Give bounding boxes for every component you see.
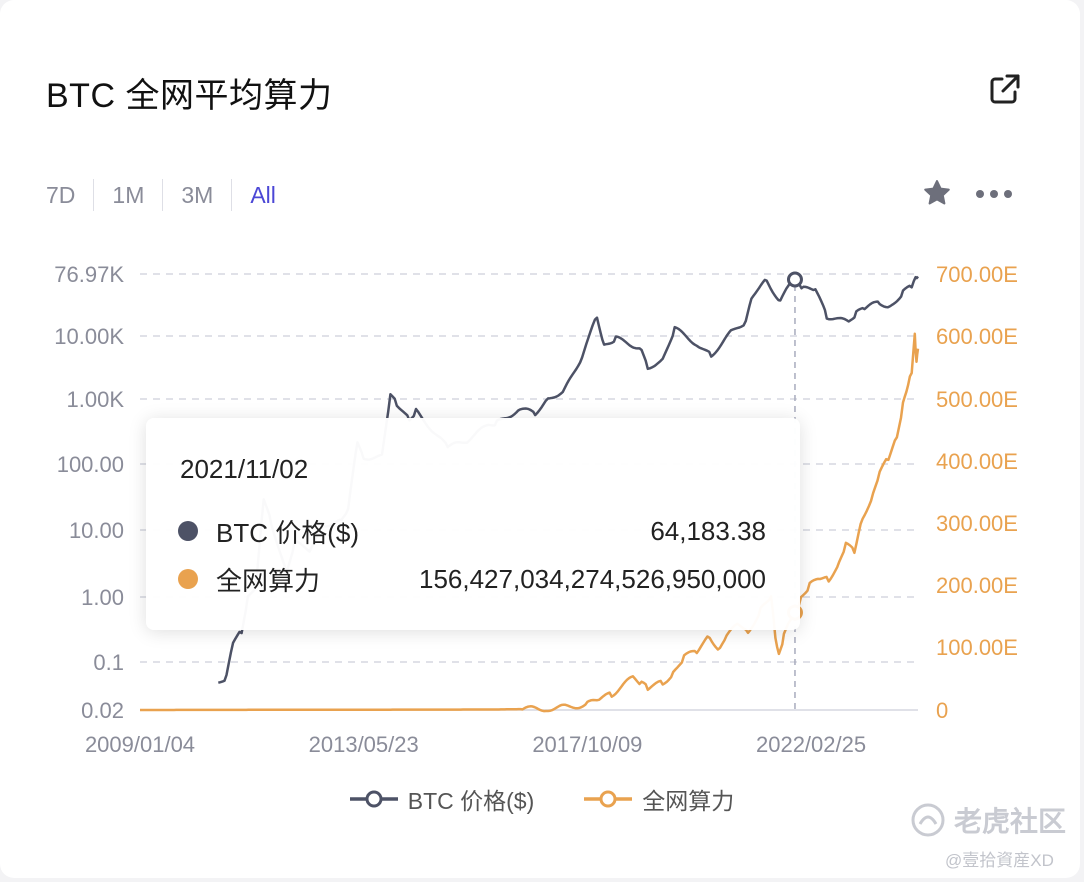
chart-legend: BTC 价格($) 全网算力 [0, 782, 1084, 816]
legend-label: BTC 价格($) [407, 788, 535, 814]
left-tick-label: 10.00K [54, 324, 124, 349]
legend-item-hashrate[interactable]: 全网算力 [584, 782, 734, 816]
watermark-handle: @壹拾資産XD [945, 851, 1054, 870]
tooltip-row-hashrate: 全网算力 156,427,034,274,526,950,000 [178, 562, 766, 596]
star-icon[interactable] [922, 178, 952, 208]
left-tick-label: 0.1 [93, 650, 124, 675]
left-tick-label: 76.97K [54, 262, 124, 287]
tab-all[interactable]: All [250, 182, 276, 208]
tab-7d[interactable]: 7D [46, 182, 76, 208]
legend-line-circle-icon [349, 790, 398, 808]
right-axis: 700.00E 600.00E 500.00E 400.00E 300.00E 200.0… [936, 262, 1018, 723]
x-tick-label: 2013/05/23 [309, 732, 419, 757]
tab-divider [231, 179, 233, 211]
tooltip-series-value: 64,183.38 [650, 515, 766, 546]
tab-divider [162, 179, 164, 211]
tooltip-series-name: BTC 价格($) [216, 517, 360, 548]
tab-3m[interactable]: 3M [181, 182, 214, 208]
hashrate-dot-icon [178, 569, 198, 589]
more-dots-icon[interactable] [974, 182, 1014, 206]
x-tick-label: 2009/01/04 [85, 732, 195, 757]
tab-1m[interactable]: 1M [112, 182, 145, 208]
x-tick-label: 2022/02/25 [756, 732, 866, 757]
left-tick-label: 10.00 [69, 518, 124, 543]
left-tick-label: 100.00 [57, 452, 124, 477]
hover-point-price [786, 271, 803, 288]
left-axis: 76.97K 10.00K 1.00K 100.00 10.00 1.00 0.1 0.02 [54, 262, 124, 723]
tooltip-series-value: 156,427,034,274,526,950,000 [418, 563, 766, 594]
tab-divider [93, 179, 95, 211]
right-tick-label: 600.00E [936, 324, 1018, 349]
x-tick-label: 2017/10/09 [532, 732, 642, 757]
price-dot-icon [178, 521, 198, 541]
left-tick-label: 1.00 [81, 585, 124, 610]
right-tick-label: 500.00E [936, 387, 1018, 412]
tiger-logo-icon [911, 803, 945, 837]
chart-tooltip: 2021/11/02 BTC 价格($) 64,183.38 全网算力 156,… [146, 418, 800, 630]
tooltip-date: 2021/11/02 [180, 454, 309, 484]
tooltip-row-price: BTC 价格($) 64,183.38 [178, 514, 766, 548]
page-title: BTC 全网平均算力 [46, 77, 333, 115]
chart-area[interactable]: 76.97K10.00K1.00K100.0010.001.000.10.02 … [0, 240, 1084, 770]
left-tick-label: 1.00K [67, 387, 125, 412]
left-tick-label: 0.02 [81, 698, 124, 723]
time-range-tabs: 7D 1M 3M All [46, 178, 294, 212]
right-tick-label: 700.00E [936, 262, 1018, 287]
external-link-icon[interactable] [988, 72, 1022, 106]
legend-item-price[interactable]: BTC 价格($) [349, 782, 535, 816]
right-tick-label: 300.00E [936, 511, 1018, 536]
tooltip-series-name: 全网算力 [216, 565, 321, 596]
right-tick-label: 0 [936, 698, 948, 723]
legend-line-circle-icon [584, 790, 633, 808]
x-axis: 2009/01/04 2013/05/23 2017/10/09 2022/02/25 [85, 732, 866, 757]
watermark: 老虎社区 [910, 800, 1066, 840]
right-tick-label: 200.00E [936, 573, 1018, 598]
right-tick-label: 400.00E [936, 449, 1018, 474]
right-tick-label: 100.00E [936, 635, 1018, 660]
legend-label: 全网算力 [642, 788, 735, 814]
watermark-brand: 老虎社区 [954, 806, 1067, 837]
